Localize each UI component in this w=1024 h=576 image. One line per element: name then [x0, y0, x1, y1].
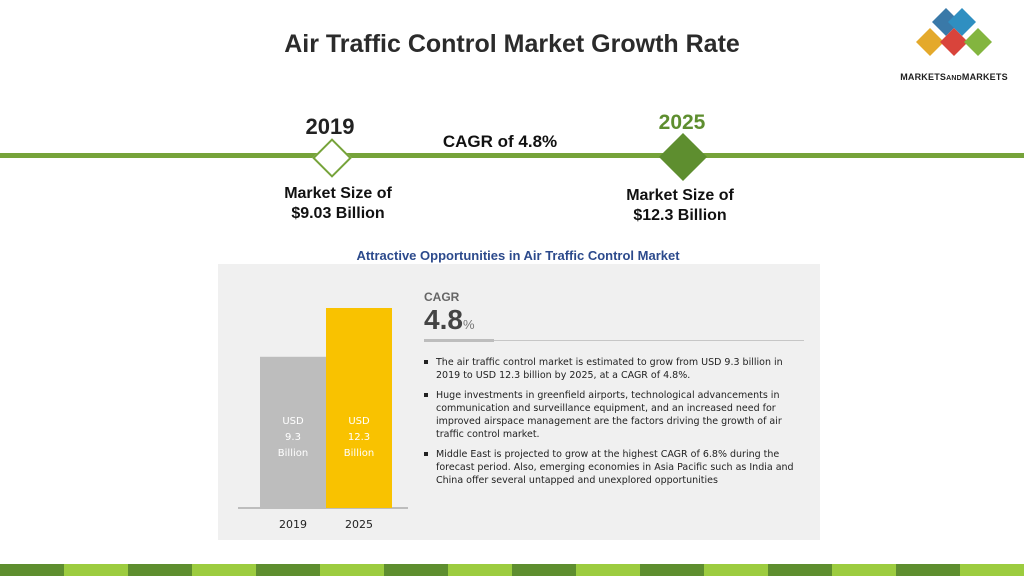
page-title: Air Traffic Control Market Growth Rate: [284, 30, 740, 58]
market-size-end: Market Size of $12.3 Billion: [602, 186, 758, 226]
footer-segment: [640, 564, 704, 576]
footer-segment: [256, 564, 320, 576]
cagr-box: CAGR 4.8%: [424, 290, 804, 342]
panel-title: Attractive Opportunities in Air Traffic …: [356, 248, 680, 263]
bar-data-label: 9.3: [285, 432, 301, 443]
opportunity-bullets: The air traffic control market is estima…: [424, 356, 804, 494]
cagr-divider-accent: [424, 339, 494, 342]
bar-data-label: USD: [282, 416, 304, 427]
footer-segment: [448, 564, 512, 576]
timeline-marker-start: [312, 138, 352, 178]
timeline-cagr: CAGR of 4.8%: [442, 132, 558, 151]
timeline-bar: [0, 153, 1024, 158]
footer-segment: [960, 564, 1024, 576]
company-logo: MARKETSANDMARKETS: [886, 6, 1022, 86]
bullet-dot: [424, 393, 428, 397]
bullet-dot: [424, 360, 428, 364]
bullet-dot: [424, 452, 428, 456]
timeline-start-year: 2019: [305, 114, 355, 139]
bar-data-label: Billion: [344, 448, 374, 459]
cagr-divider: [424, 340, 804, 341]
footer-segment: [0, 564, 64, 576]
bar-data-label: USD: [348, 416, 370, 427]
market-size-end-line2: $12.3 Billion: [633, 207, 727, 224]
bullet-item: The air traffic control market is estima…: [424, 356, 804, 382]
footer-segment: [768, 564, 832, 576]
market-size-start-line2: $9.03 Billion: [291, 205, 385, 222]
timeline-end-year: 2025: [658, 111, 706, 134]
bar-data-label: Billion: [278, 448, 308, 459]
footer-stripe: [0, 564, 1024, 576]
bullet-item: Huge investments in greenfield airports,…: [424, 389, 804, 441]
footer-segment: [320, 564, 384, 576]
logo-text: MARKETSANDMARKETS: [900, 72, 1008, 82]
bar-chart: USD 9.3 Billion 2019 USD 12.3 Billion 2025: [238, 308, 408, 531]
footer-segment: [64, 564, 128, 576]
cagr-value: 4.8%: [424, 304, 475, 335]
footer-segment: [384, 564, 448, 576]
market-size-end-line1: Market Size of: [626, 187, 734, 204]
bullet-item: Middle East is projected to grow at the …: [424, 448, 804, 487]
footer-segment: [704, 564, 768, 576]
logo-diamonds-icon: [916, 8, 992, 56]
x-tick-label: 2025: [345, 518, 373, 531]
footer-segment: [128, 564, 192, 576]
panel-inner: USD 9.3 Billion 2019 USD 12.3 Billion 2025 CAGR…: [218, 264, 820, 540]
cagr-label: CAGR: [424, 290, 460, 304]
footer-segment: [512, 564, 576, 576]
footer-segment: [832, 564, 896, 576]
x-tick-label: 2019: [279, 518, 307, 531]
footer-segment: [896, 564, 960, 576]
opportunities-panel: Attractive Opportunities in Air Traffic …: [214, 240, 822, 542]
cagr-unit: %: [462, 317, 475, 332]
footer-segment: [192, 564, 256, 576]
footer-segment: [576, 564, 640, 576]
timeline-marker-end: [658, 132, 708, 182]
bar-data-label: 12.3: [348, 432, 370, 443]
bar-2019: [260, 356, 326, 508]
bar-2025: [326, 308, 392, 508]
market-size-start: Market Size of $9.03 Billion: [260, 184, 416, 224]
market-size-start-line1: Market Size of: [284, 185, 392, 202]
